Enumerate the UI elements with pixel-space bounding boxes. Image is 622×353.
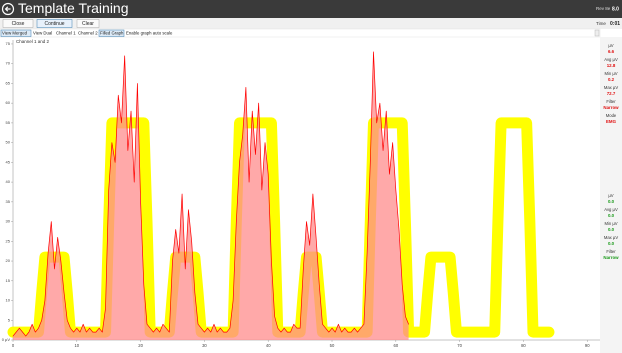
y-tick-label: 60 (6, 100, 11, 105)
button[interactable] (76, 19, 100, 28)
title-bar (0, 0, 622, 18)
window-title: Template Training (18, 0, 129, 16)
back-icon[interactable] (1, 2, 15, 16)
stat-value: 0.0 (608, 213, 615, 218)
stat-value: 72.7 (607, 91, 616, 96)
y-tick-label: 35 (6, 199, 11, 204)
tab[interactable] (55, 30, 76, 37)
scroll-box[interactable] (594, 29, 600, 37)
stat-value: 0.0 (608, 241, 615, 246)
y-tick-label: 20 (6, 258, 11, 263)
tab-label: Enable graph auto scale (126, 31, 173, 36)
tab[interactable] (32, 30, 54, 37)
tab-label: Filled Graph (100, 31, 124, 36)
x-tick-label: 50 (330, 343, 335, 348)
signal-line (12, 51, 409, 337)
y-tick-label: 65 (6, 80, 11, 85)
stat-value: 6.6 (608, 49, 615, 54)
y-tick-label: 30 (6, 219, 11, 224)
x-tick-label: 10 (74, 343, 79, 348)
stat-value: 12.8 (607, 63, 616, 68)
version: 8.0 (612, 6, 619, 12)
button-label: Continue (44, 21, 64, 27)
stat-label: Avg µV (604, 57, 618, 62)
tab-label: Channel 2 (78, 31, 98, 36)
signal-fill (13, 51, 409, 341)
x-tick-label: 0 (12, 343, 15, 348)
stat-value: EMG (606, 119, 617, 124)
stat-value: 0.0 (608, 227, 615, 232)
stat-label: Filter (606, 249, 616, 254)
stat-label: Mode (606, 113, 617, 118)
stat-value: Narrow (603, 105, 619, 110)
y-tick-label: 45 (6, 159, 11, 164)
stat-label: µV (608, 193, 613, 198)
stat-label: Min µV (604, 221, 617, 226)
time-label: Time (596, 21, 606, 26)
y-tick-label: 10 (6, 298, 11, 303)
y-tick-label: 5 (8, 317, 11, 322)
x-tick-label: 30 (202, 343, 207, 348)
y-tick-label: 55 (6, 120, 11, 125)
tab[interactable] (98, 29, 125, 37)
toolbar (0, 18, 622, 29)
stat-label: Min µV (604, 71, 617, 76)
tab[interactable] (125, 30, 185, 37)
stat-value: Narrow (603, 255, 619, 260)
tabs: View Merged View Dual Channel 1 Channel 2 Fi… (0, 29, 185, 37)
rev-label: Rev 8e (596, 6, 611, 11)
stat-label: Max µV (604, 85, 618, 90)
x-tick-label: 80 (521, 343, 526, 348)
back-arrow (4, 6, 11, 12)
template-line (7, 117, 555, 338)
chart-title: Channel 1 and 2 (16, 39, 50, 44)
tab-label: View Dual (33, 31, 52, 36)
x-tick-label: 70 (457, 343, 462, 348)
stat-label: Avg µV (604, 207, 618, 212)
stat-label: µV (608, 43, 613, 48)
x-tick-label: 90 (585, 343, 590, 348)
tab[interactable] (77, 30, 98, 37)
tab-bar (0, 28, 601, 38)
tab-label: Channel 1 (56, 31, 76, 36)
time-value: 0:01 (610, 21, 620, 27)
y-tick-label: 25 (6, 238, 11, 243)
y-tick-label: 15 (6, 278, 11, 283)
stat-label: Filter (606, 99, 616, 104)
button[interactable] (36, 19, 73, 28)
y-tick-label: 75 (6, 41, 11, 46)
button-label: Clear (82, 21, 94, 27)
tab[interactable] (0, 29, 32, 37)
y-tick-label: 50 (6, 140, 11, 145)
stat-value: 0.2 (608, 77, 615, 82)
x-tick-label: 20 (138, 343, 143, 348)
button[interactable] (2, 19, 34, 28)
chart: Channel 1 and 2 0 µV 5 10 15 20 25 30 35 40 45 50 5… (2, 39, 600, 348)
button-label: Close (12, 21, 25, 27)
stat-label: Max µV (604, 235, 618, 240)
sidebar (600, 37, 622, 353)
y-tick-label: 70 (6, 61, 11, 66)
stat-value: 0.0 (608, 199, 615, 204)
x-tick-label: 40 (266, 343, 271, 348)
x-tick-label: 60 (393, 343, 398, 348)
y-tick-label: 0 µV (2, 337, 11, 342)
tab-label: View Merged (2, 31, 28, 36)
y-tick-label: 40 (6, 179, 11, 184)
